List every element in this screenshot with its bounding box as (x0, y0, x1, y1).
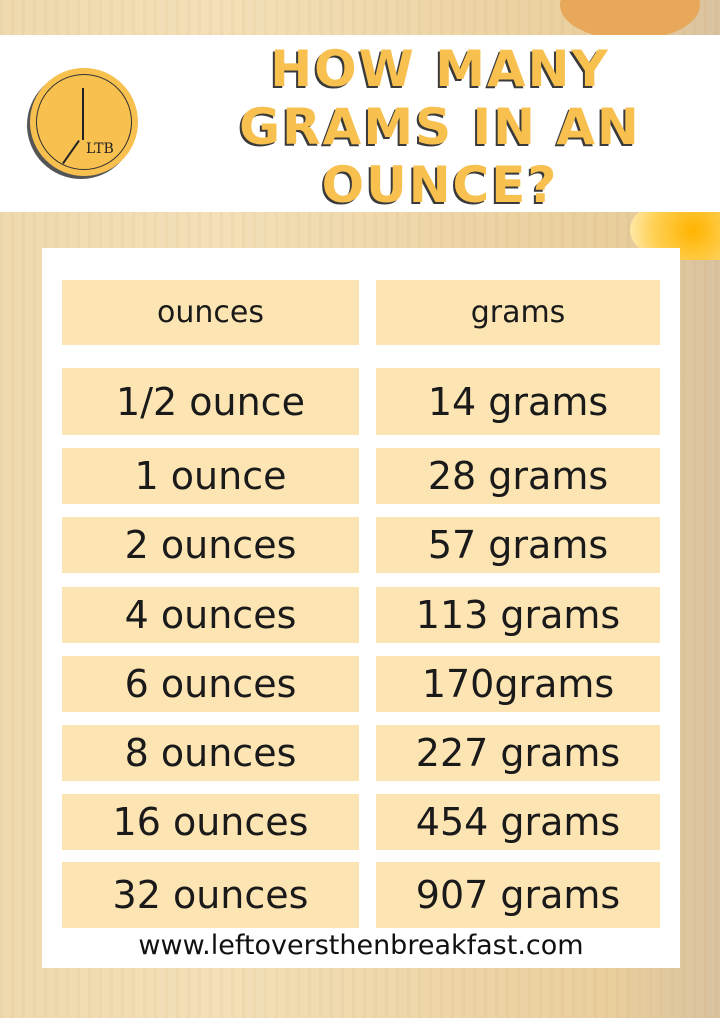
table-cell-ounces: 32 ounces (62, 862, 359, 928)
table-cell-ounces: 4 ounces (62, 587, 359, 643)
table-cell-grams: 28 grams (376, 448, 660, 504)
table-cell-ounces: 1 ounce (62, 448, 359, 504)
header-cell-ounces: ounces (62, 280, 359, 345)
page-title: HOW MANY GRAMS IN AN OUNCE? (239, 40, 641, 214)
logo-text: LTB (86, 141, 114, 157)
clock-hand-icon (82, 88, 84, 140)
table-cell-grams: 57 grams (376, 517, 660, 573)
table-cell-ounces: 1/2 ounce (62, 368, 359, 435)
table-cell-grams: 454 grams (376, 794, 660, 850)
table-cell-grams: 14 grams (376, 368, 660, 435)
table-cell-grams: 907 grams (376, 862, 660, 928)
table-cell-grams: 113 grams (376, 587, 660, 643)
table-cell-ounces: 16 ounces (62, 794, 359, 850)
table-cell-grams: 170grams (376, 656, 660, 712)
ltb-logo: LTB (30, 68, 138, 176)
table-cell-ounces: 6 ounces (62, 656, 359, 712)
logo-ring (36, 74, 132, 170)
table-cell-grams: 227 grams (376, 725, 660, 781)
header-cell-grams: grams (376, 280, 660, 345)
table-cell-ounces: 2 ounces (62, 517, 359, 573)
table-cell-ounces: 8 ounces (62, 725, 359, 781)
website-url: www.leftoversthenbreakfast.com (138, 930, 584, 961)
